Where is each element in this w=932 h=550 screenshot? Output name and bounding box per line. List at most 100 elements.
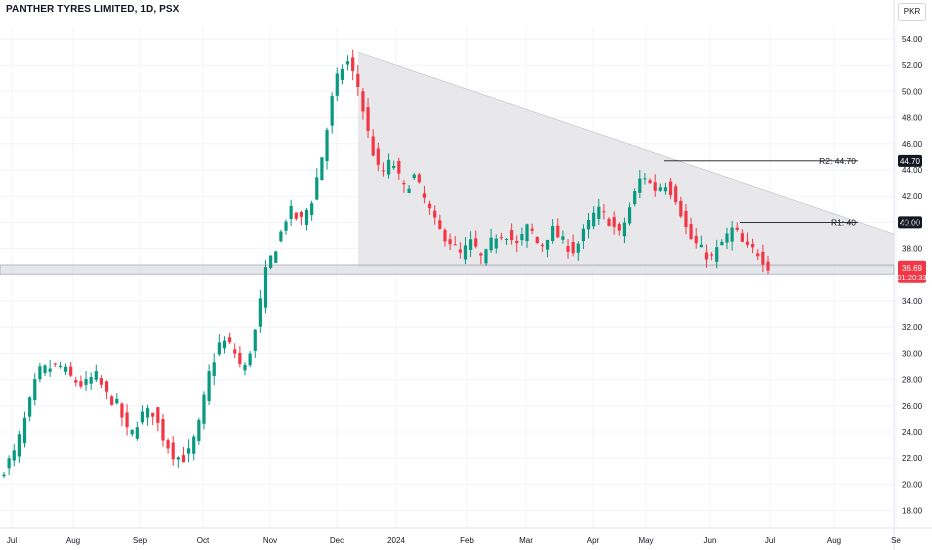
- x-tick-label: Feb: [460, 536, 474, 545]
- candle-body: [679, 200, 683, 217]
- candle-body: [140, 411, 145, 423]
- candle-body: [104, 381, 109, 392]
- candle-body: [607, 218, 611, 227]
- candle-body: [756, 253, 760, 257]
- candle-body: [761, 251, 765, 265]
- candle-body: [84, 379, 88, 385]
- candle-body: [171, 442, 175, 460]
- candle-body: [310, 203, 314, 215]
- candle-body: [320, 157, 324, 181]
- candle-body: [330, 96, 334, 126]
- candle-body: [248, 353, 252, 366]
- candle-body: [407, 188, 411, 194]
- candle-body: [366, 107, 370, 131]
- resistance-price-tag-text: 44.70: [900, 157, 921, 166]
- candle-body: [197, 419, 201, 442]
- candle-body: [499, 237, 503, 239]
- candle-body: [7, 458, 11, 469]
- candle-body: [766, 261, 770, 271]
- y-tick-label: 32.00: [902, 323, 923, 332]
- candle-body: [166, 440, 170, 449]
- candle-body: [443, 229, 447, 242]
- y-tick-label: 20.00: [902, 480, 923, 489]
- x-tick-label: Dec: [330, 536, 344, 545]
- candle-body: [294, 212, 298, 219]
- candle-body: [617, 224, 621, 231]
- candle-body: [551, 226, 555, 241]
- last-price-value: 36.69: [902, 264, 923, 273]
- candle-body: [253, 329, 257, 351]
- candle-body: [715, 247, 719, 262]
- candle-body: [648, 180, 652, 183]
- y-tick-label: 42.00: [902, 192, 923, 201]
- candle-body: [120, 403, 124, 418]
- candle-body: [258, 298, 262, 327]
- candle-body: [371, 136, 375, 156]
- candle-body: [233, 349, 237, 354]
- candle-body: [361, 91, 365, 112]
- candle-body: [627, 207, 632, 224]
- candle-body: [438, 220, 442, 229]
- candle-body: [622, 222, 627, 237]
- x-tick-label: Sep: [133, 536, 148, 545]
- candle-body: [94, 371, 98, 380]
- candle-body: [79, 381, 83, 387]
- candle-body: [304, 209, 309, 225]
- candle-body: [735, 227, 739, 230]
- candle-body: [2, 474, 6, 477]
- y-tick-label: 18.00: [902, 507, 923, 516]
- x-tick-label: Oct: [197, 536, 210, 545]
- y-tick-label: 50.00: [902, 87, 923, 96]
- candle-body: [740, 233, 744, 242]
- candle-body: [17, 434, 21, 457]
- candle-body: [402, 182, 406, 185]
- currency-badge[interactable]: PKR: [898, 3, 926, 21]
- candle-body: [586, 220, 591, 230]
- candle-body: [207, 371, 211, 402]
- x-tick-label: Aug: [827, 536, 841, 545]
- candle-body: [720, 241, 724, 246]
- candle-body: [274, 251, 278, 263]
- candle-body: [125, 412, 129, 428]
- candle-body: [299, 211, 303, 217]
- candle-body: [58, 365, 63, 368]
- candle-body: [38, 366, 42, 380]
- candle-body: [99, 378, 104, 385]
- candle-body: [494, 238, 498, 249]
- candle-body: [151, 412, 155, 417]
- x-tick-label: May: [638, 536, 653, 545]
- y-tick-label: 26.00: [902, 402, 923, 411]
- candle-body: [515, 240, 519, 244]
- candle-body: [684, 210, 688, 228]
- candle-body: [612, 217, 616, 227]
- candle-body: [284, 221, 288, 231]
- chart-title: PANTHER TYRES LIMITED, 1D, PSX: [6, 4, 180, 15]
- candle-body: [668, 181, 673, 196]
- candle-body: [653, 182, 657, 191]
- candle-body: [699, 244, 703, 248]
- candle-body: [115, 398, 119, 404]
- candle-body: [12, 450, 16, 461]
- candle-body: [135, 427, 139, 439]
- x-tick-label: Jul: [765, 536, 775, 545]
- candle-body: [422, 193, 427, 198]
- y-tick-label: 30.00: [902, 349, 923, 358]
- y-tick-label: 44.00: [902, 166, 923, 175]
- y-tick-label: 46.00: [902, 140, 923, 149]
- candle-body: [469, 239, 473, 250]
- candle-body: [130, 429, 134, 435]
- candle-body: [530, 228, 534, 231]
- candle-body: [504, 239, 509, 241]
- candle-body: [597, 206, 601, 219]
- y-tick-label: 38.00: [902, 245, 923, 254]
- candle-body: [145, 408, 150, 418]
- candle-body: [243, 364, 247, 371]
- candle-body: [571, 242, 575, 254]
- x-tick-label: Mar: [519, 536, 533, 545]
- candle-body: [181, 455, 186, 463]
- candle-body: [53, 363, 57, 365]
- candle-body: [202, 394, 206, 424]
- candle-body: [638, 178, 642, 193]
- candle-body: [289, 205, 293, 220]
